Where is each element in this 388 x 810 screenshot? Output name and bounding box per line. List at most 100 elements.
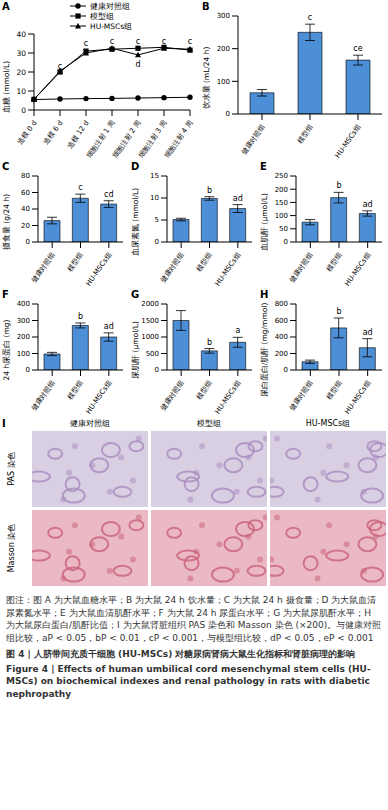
svg-text:40: 40 — [21, 205, 30, 213]
svg-text:HU-MSCs组: HU-MSCs组 — [343, 251, 372, 287]
svg-text:100: 100 — [275, 212, 288, 220]
svg-text:H: H — [260, 289, 268, 300]
svg-text:HU-MSCs组: HU-MSCs组 — [85, 379, 114, 415]
svg-text:50: 50 — [279, 225, 288, 233]
svg-text:cd: cd — [104, 190, 113, 199]
svg-text:10: 10 — [150, 194, 159, 202]
svg-text:10: 10 — [16, 87, 26, 96]
svg-text:饮水量 (mL/24 h): 饮水量 (mL/24 h) — [202, 46, 211, 110]
svg-text:健康对照组: 健康对照组 — [30, 379, 57, 412]
svg-text:500: 500 — [146, 350, 159, 358]
svg-text:0: 0 — [155, 366, 159, 374]
svg-text:尿白蛋白/肌酐 (mg/mmol): 尿白蛋白/肌酐 (mg/mmol) — [260, 303, 269, 398]
svg-text:600: 600 — [275, 317, 288, 325]
svg-text:模型组: 模型组 — [90, 12, 114, 21]
svg-text:40: 40 — [16, 30, 26, 39]
svg-text:c: c — [136, 37, 140, 46]
svg-text:B: B — [202, 1, 210, 12]
svg-text:0: 0 — [21, 106, 26, 115]
svg-text:100: 100 — [217, 78, 230, 86]
svg-text:d: d — [135, 60, 140, 69]
svg-text:c: c — [78, 183, 82, 192]
svg-text:400: 400 — [275, 333, 288, 341]
svg-text:24 h尿蛋白 (mg): 24 h尿蛋白 (mg) — [2, 319, 11, 380]
svg-text:模型组: 模型组 — [195, 251, 214, 273]
svg-text:健康对照组: 健康对照组 — [288, 379, 315, 412]
svg-text:1000: 1000 — [141, 333, 159, 341]
svg-text:HU-MSCs组: HU-MSCs组 — [90, 22, 132, 31]
svg-text:b: b — [336, 307, 341, 316]
svg-text:b: b — [336, 181, 341, 190]
svg-text:造模 0 d: 造模 0 d — [16, 119, 38, 146]
svg-text:血糖 (mmol/L): 血糖 (mmol/L) — [2, 61, 11, 113]
svg-text:血肌酐 (μmol/L): 血肌酐 (μmol/L) — [260, 193, 269, 251]
svg-text:b: b — [78, 312, 83, 321]
svg-text:0: 0 — [26, 366, 30, 374]
svg-text:模型组: 模型组 — [325, 379, 344, 401]
svg-text:健康对照组: 健康对照组 — [240, 123, 267, 156]
svg-text:60: 60 — [21, 189, 30, 197]
svg-text:模型组: 模型组 — [325, 251, 344, 273]
svg-text:PAS 染色: PAS 染色 — [7, 452, 16, 485]
svg-text:C: C — [2, 161, 9, 172]
svg-text:b: b — [207, 186, 212, 195]
svg-text:造模 12 d: 造模 12 d — [66, 119, 91, 150]
svg-text:模型组: 模型组 — [66, 251, 85, 273]
svg-text:ad: ad — [233, 194, 243, 203]
svg-text:F: F — [2, 289, 9, 300]
svg-text:HU-MSCs组: HU-MSCs组 — [85, 251, 114, 287]
svg-text:血尿素氮 (mmol/L): 血尿素氮 (mmol/L) — [131, 188, 140, 256]
svg-text:200: 200 — [17, 333, 30, 341]
svg-text:D: D — [131, 161, 139, 172]
svg-text:ad: ad — [363, 200, 373, 209]
svg-text:c: c — [188, 37, 192, 46]
svg-text:摄食量 (g/24 h): 摄食量 (g/24 h) — [2, 194, 11, 250]
svg-text:健康对照组: 健康对照组 — [159, 251, 186, 284]
svg-text:20: 20 — [16, 68, 26, 77]
svg-text:0: 0 — [26, 238, 30, 246]
svg-text:100: 100 — [17, 350, 30, 358]
svg-text:模型组: 模型组 — [296, 123, 315, 145]
svg-text:G: G — [131, 289, 139, 300]
svg-text:HU-MSCs组: HU-MSCs组 — [334, 123, 363, 159]
svg-text:a: a — [235, 326, 240, 335]
svg-text:80: 80 — [21, 172, 30, 180]
svg-text:1500: 1500 — [141, 317, 159, 325]
svg-text:200: 200 — [275, 186, 288, 194]
svg-text:健康对照组: 健康对照组 — [30, 251, 57, 284]
svg-text:0: 0 — [284, 366, 288, 374]
svg-text:尿肌酐 (μmol/L): 尿肌酐 (μmol/L) — [131, 321, 140, 379]
svg-text:5: 5 — [155, 216, 159, 224]
svg-text:15: 15 — [150, 172, 159, 180]
svg-text:模型组: 模型组 — [195, 379, 214, 401]
svg-text:健康对照组: 健康对照组 — [90, 2, 130, 11]
svg-text:ce: ce — [353, 44, 362, 53]
svg-text:细胞注射 4 周: 细胞注射 4 周 — [163, 119, 195, 160]
svg-text:健康对照组: 健康对照组 — [288, 251, 315, 284]
svg-text:250: 250 — [275, 172, 288, 180]
svg-text:30: 30 — [16, 49, 26, 58]
svg-text:ad: ad — [363, 328, 373, 337]
svg-text:HU-MSCs组: HU-MSCs组 — [214, 379, 243, 415]
svg-text:150: 150 — [275, 199, 288, 207]
svg-text:200: 200 — [275, 350, 288, 358]
svg-text:800: 800 — [275, 300, 288, 308]
svg-text:A: A — [2, 1, 10, 12]
svg-text:300: 300 — [17, 317, 30, 325]
svg-text:ad: ad — [104, 322, 114, 331]
svg-text:200: 200 — [217, 45, 230, 53]
svg-text:造模 6 d: 造模 6 d — [42, 119, 64, 146]
svg-text:模型组: 模型组 — [66, 379, 85, 401]
svg-text:Masson 染色: Masson 染色 — [7, 524, 16, 573]
svg-text:b: b — [207, 338, 212, 347]
svg-text:c: c — [110, 37, 114, 46]
svg-text:20: 20 — [21, 222, 30, 230]
svg-text:c: c — [308, 13, 312, 22]
svg-text:E: E — [260, 161, 267, 172]
svg-text:HU-MSCs组: HU-MSCs组 — [214, 251, 243, 287]
svg-text:0: 0 — [226, 110, 230, 118]
svg-text:c: c — [58, 62, 62, 71]
svg-text:400: 400 — [17, 300, 30, 308]
svg-text:HU-MSCs组: HU-MSCs组 — [343, 379, 372, 415]
svg-text:0: 0 — [284, 238, 288, 246]
